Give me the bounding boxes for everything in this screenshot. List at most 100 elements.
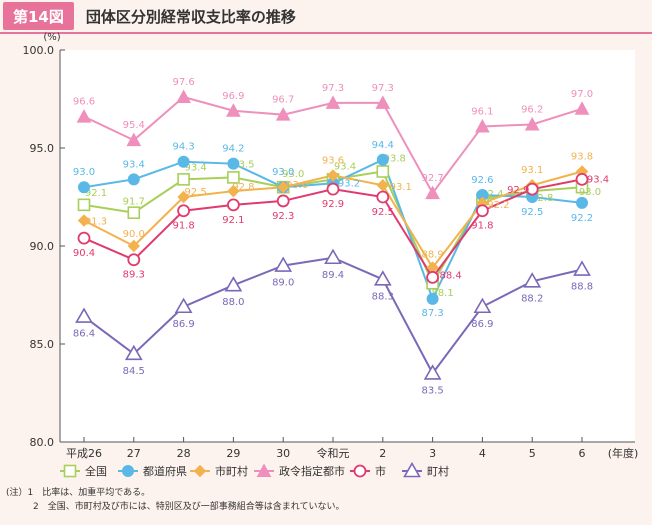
data-label: 97.3	[322, 83, 344, 94]
footnote-1: (注）1 比率は、加重平均である。	[6, 488, 151, 498]
data-label: 93.6	[322, 155, 344, 166]
data-point	[276, 180, 290, 194]
data-label: 91.7	[123, 197, 145, 208]
data-point	[426, 292, 439, 305]
data-label: 88.0	[222, 297, 244, 308]
data-label: 93.5	[232, 159, 254, 170]
data-point	[77, 214, 91, 227]
data-label: 90.0	[123, 229, 145, 240]
data-label: 88.3	[372, 291, 394, 302]
legend-marker	[353, 464, 367, 478]
legend-marker	[63, 464, 77, 478]
data-label: 86.9	[172, 319, 194, 330]
data-label: 93.4	[123, 159, 145, 170]
data-label: 93.2	[338, 178, 360, 189]
legend-label: 全国	[85, 464, 107, 478]
data-label: 97.6	[172, 77, 194, 88]
data-point	[473, 297, 492, 314]
data-label: 83.5	[421, 385, 443, 396]
y-tick-label: 95.0	[30, 142, 55, 155]
header-divider	[0, 32, 652, 34]
data-label: 93.4	[184, 162, 206, 173]
data-label: 92.2	[571, 213, 593, 224]
data-point	[423, 364, 442, 380]
data-point	[124, 344, 143, 361]
data-label: 87.3	[421, 308, 443, 319]
data-label: 93.0	[286, 180, 308, 191]
data-point	[174, 297, 193, 314]
data-label: 97.3	[372, 83, 394, 94]
data-point	[224, 276, 243, 292]
data-point	[76, 109, 92, 123]
x-tick-label: 6	[579, 447, 586, 460]
footnote-2: 2 全国、市町村及び市には、特別区及び一部事務組合等は含まれていない。	[6, 502, 345, 512]
data-label: 96.1	[471, 106, 493, 117]
data-point	[274, 256, 293, 272]
data-point	[227, 157, 240, 170]
data-label: 91.8	[471, 221, 493, 232]
y-tick-label: 80.0	[30, 436, 55, 449]
data-point	[376, 153, 389, 166]
y-tick-label: 85.0	[30, 338, 55, 351]
data-point	[376, 190, 390, 204]
data-label: 93.0	[272, 167, 294, 178]
data-label: 92.9	[322, 199, 344, 210]
data-label: 92.7	[421, 173, 443, 184]
footnotes: (注）1 比率は、加重平均である。 2 全国、市町村及び市には、特別区及び一部事…	[6, 486, 344, 514]
y-axis-unit: (%)	[43, 32, 60, 43]
legend-label: 町村	[427, 464, 449, 478]
data-label: 95.4	[123, 120, 145, 131]
data-label: 93.4	[334, 161, 356, 172]
data-point	[127, 173, 140, 186]
data-point	[77, 231, 91, 245]
data-label: 94.2	[222, 144, 244, 155]
figure-header: 第14図 団体区分別経常収支比率の推移	[0, 0, 652, 32]
data-point	[176, 89, 191, 104]
legend-label: 市町村	[215, 464, 248, 478]
data-label: 93.1	[390, 182, 412, 193]
data-label: 92.9	[507, 185, 529, 196]
data-point	[523, 272, 542, 288]
legend-marker	[193, 464, 207, 478]
data-label: 90.4	[73, 248, 95, 259]
data-point	[375, 95, 391, 109]
data-label: 86.4	[73, 329, 95, 340]
data-point	[276, 194, 290, 208]
data-label: 88.1	[431, 288, 453, 299]
data-label: 88.4	[439, 270, 461, 281]
data-point	[574, 101, 590, 115]
legend-label: 都道府県	[143, 464, 187, 478]
data-label: 91.3	[85, 217, 107, 228]
data-label: 94.3	[172, 142, 194, 153]
y-tick-label: 90.0	[30, 240, 55, 253]
data-label: 97.0	[571, 89, 593, 100]
data-point	[326, 182, 340, 196]
data-label: 86.9	[471, 319, 493, 330]
data-label: 94.4	[372, 140, 394, 151]
data-label: 93.0	[579, 187, 601, 198]
figure-title: 団体区分別経常収支比率の推移	[85, 7, 296, 26]
data-label: 92.1	[85, 188, 107, 199]
data-label: 92.5	[184, 187, 206, 198]
data-label: 89.3	[123, 270, 145, 281]
data-label: 93.0	[282, 169, 304, 180]
x-tick-label: 28	[177, 447, 191, 460]
data-label: 89.0	[272, 278, 294, 289]
data-label: 92.8	[531, 193, 553, 204]
data-point	[373, 270, 392, 286]
data-label: 92.5	[372, 207, 394, 218]
legend-marker	[122, 465, 134, 477]
data-label: 96.6	[73, 97, 95, 108]
data-label: 91.8	[172, 221, 194, 232]
x-tick-label: 3	[429, 447, 436, 460]
data-label: 89.4	[322, 270, 344, 281]
data-point	[475, 118, 490, 133]
data-point	[227, 184, 240, 198]
data-point	[127, 206, 141, 219]
data-point	[425, 185, 440, 200]
data-point	[226, 103, 241, 117]
data-point	[75, 307, 93, 323]
data-point	[226, 198, 240, 212]
